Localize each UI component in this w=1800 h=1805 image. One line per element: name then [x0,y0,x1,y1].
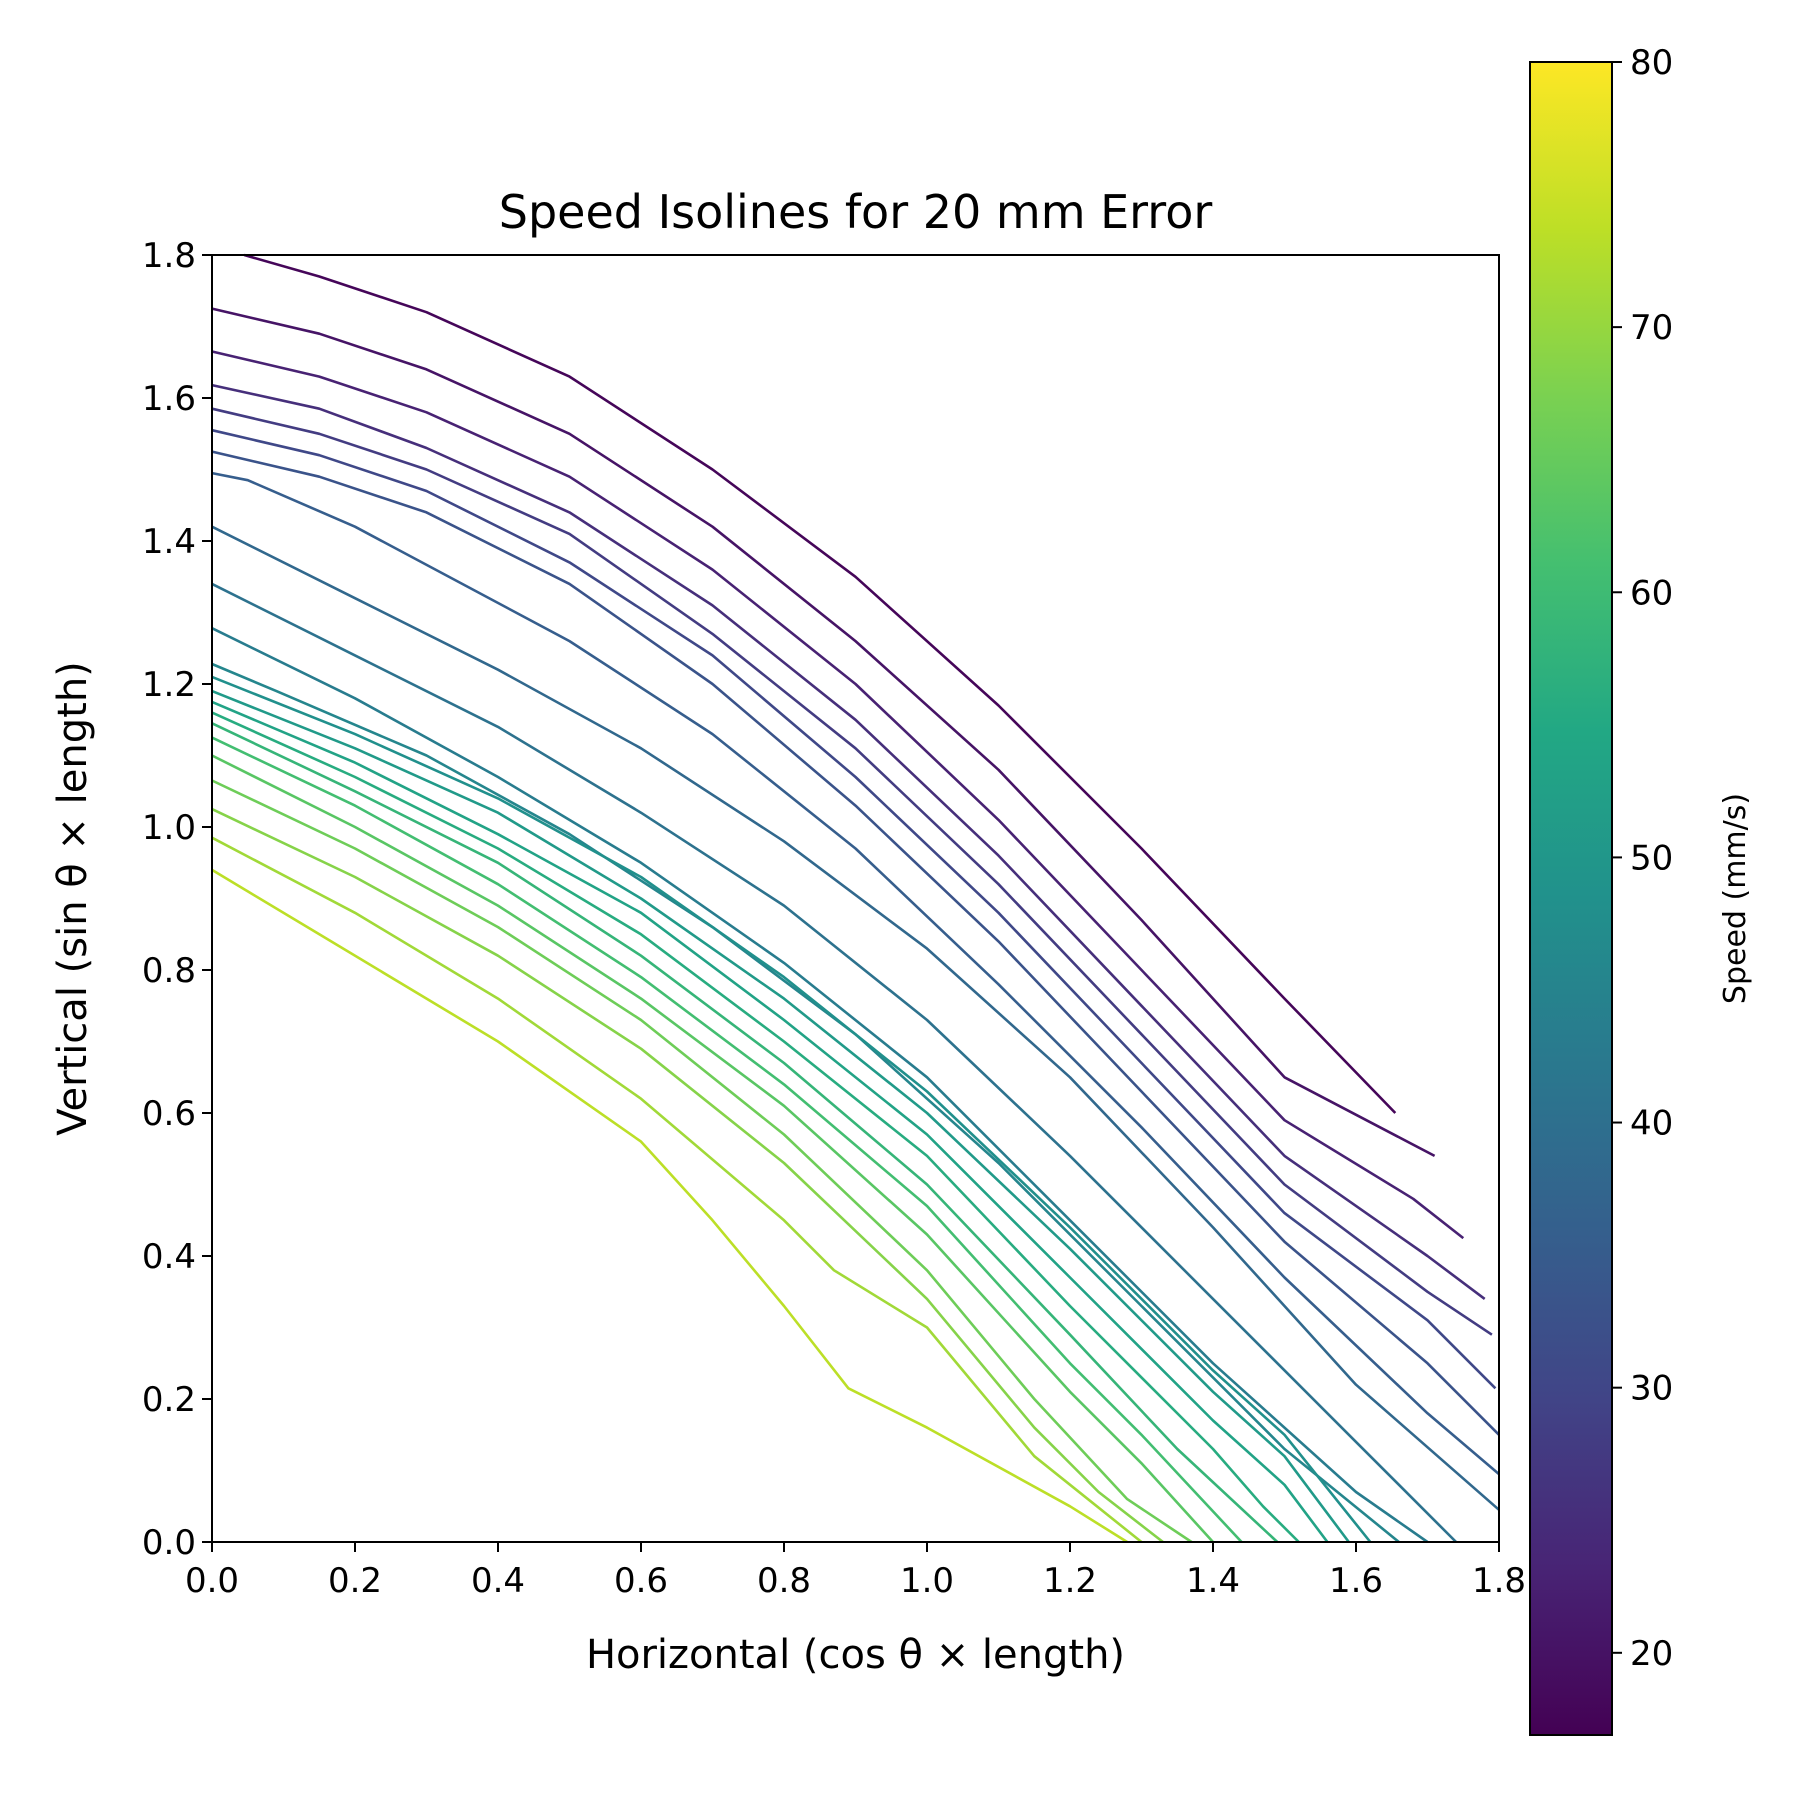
isoline-16 [211,711,1300,1543]
colorbar: 20 30 40 50 60 70 80 Speed (mm/s) [1529,43,1753,1736]
isoline-5 [211,407,1493,1336]
x-tick-label: 0.4 [471,1561,525,1601]
colorbar-ticks: 20 30 40 50 60 70 80 [1612,43,1673,1674]
isoline-19 [211,754,1214,1543]
colorbar-tick-label: 80 [1630,43,1673,83]
isoline-11 [211,627,1429,1544]
plot-area: 0.0 0.2 0.4 0.6 0.8 1.0 1.2 1.4 1.6 1.8 0.0 0.2 0.4… [142,236,1526,1601]
isoline-4 [211,383,1486,1300]
isoline-22 [211,836,1143,1544]
x-tick-label: 1.8 [1472,1561,1526,1601]
isoline-12 [211,662,1400,1544]
colorbar-tick-label: 20 [1630,1634,1673,1674]
colorbar-gradient [1529,61,1613,1736]
isoline-21 [211,807,1164,1544]
colorbar-tick-label: 70 [1630,308,1673,348]
isoline-1 [243,253,1397,1114]
x-tick-label: 0.0 [185,1561,239,1601]
y-tick-label: 0.6 [142,1094,196,1134]
isoline-6 [211,428,1497,1390]
x-tick-label: 0.2 [328,1561,382,1601]
y-tick-label: 0.0 [142,1523,196,1563]
plot-frame [211,254,1500,1543]
y-axis: 0.0 0.2 0.4 0.6 0.8 1.0 1.2 1.4 1.6 1.8 [142,236,212,1563]
isoline-13 [211,675,1372,1543]
colorbar-tick-label: 50 [1630,838,1673,878]
colorbar-tick-label: 30 [1630,1369,1673,1409]
y-axis-label: Vertical (sin θ × length) [50,661,96,1136]
y-tick-label: 1.0 [142,808,196,848]
y-tick-label: 0.8 [142,951,196,991]
x-axis: 0.0 0.2 0.4 0.6 0.8 1.0 1.2 1.4 1.6 1.8 [185,1542,1526,1601]
isolines-group [211,253,1500,1544]
isoline-3 [211,350,1465,1240]
isoline-7 [211,450,1500,1436]
x-tick-label: 1.4 [1186,1561,1240,1601]
x-axis-label: Horizontal (cos θ × length) [586,1632,1125,1678]
y-tick-label: 1.4 [142,522,196,562]
colorbar-tick-label: 40 [1630,1104,1673,1144]
x-tick-label: 0.6 [614,1561,668,1601]
colorbar-tick-label: 60 [1630,573,1673,613]
y-tick-label: 1.6 [142,379,196,419]
y-tick-label: 1.8 [142,236,196,276]
x-tick-label: 1.2 [1043,1561,1097,1601]
colorbar-label: Speed (mm/s) [1718,793,1753,1004]
x-tick-label: 1.6 [1329,1561,1383,1601]
isoline-18 [211,736,1243,1543]
isoline-2 [211,307,1436,1158]
isoline-8 [211,471,1500,1476]
isoline-17 [211,722,1279,1543]
y-tick-label: 0.4 [142,1237,196,1277]
chart-title: Speed Isolines for 20 mm Error [499,185,1213,239]
isoline-14 [211,689,1350,1543]
x-tick-label: 1.0 [900,1561,954,1601]
isoline-20 [211,779,1193,1544]
isoline-10 [211,582,1458,1543]
x-tick-label: 0.8 [757,1561,811,1601]
isoline-23 [211,868,1128,1544]
isoline-9 [211,525,1500,1511]
y-tick-label: 0.2 [142,1380,196,1420]
isoline-15 [211,700,1329,1543]
y-tick-label: 1.2 [142,665,196,705]
